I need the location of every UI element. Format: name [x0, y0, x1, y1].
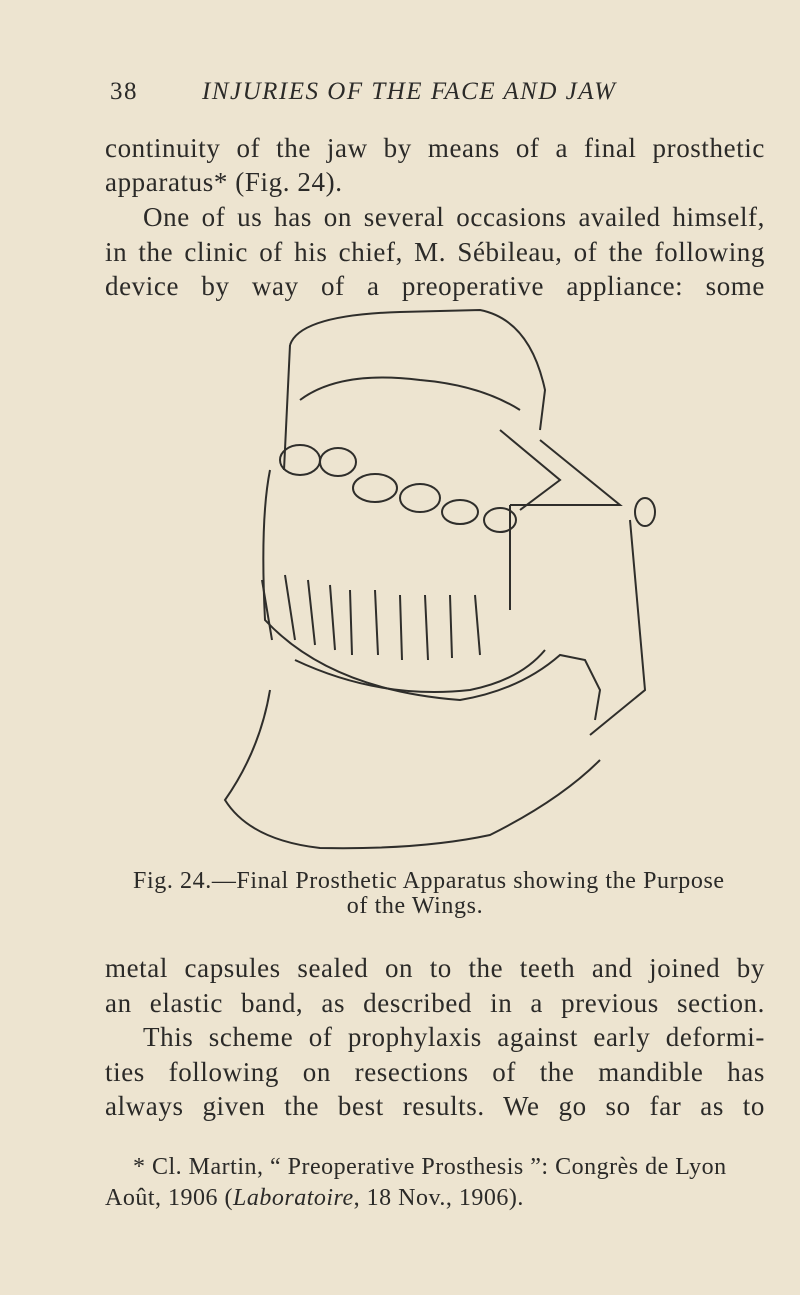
figure-caption: of the Wings. — [346, 893, 484, 919]
teeth — [261, 444, 517, 661]
gum-line — [294, 649, 546, 693]
footnote-line: * Cl. Martin, “ Preoperative Prosthesis … — [133, 1152, 727, 1182]
running-title: INJURIES OF THE FACE AND JAW — [202, 78, 617, 105]
text-line: device by way of a preoperative applianc… — [105, 271, 765, 301]
text-line: metal capsules sealed on to the teeth an… — [105, 953, 765, 983]
upper-plate — [283, 308, 547, 471]
text-line: always given the best results. We go so … — [105, 1091, 765, 1121]
lower-plate — [223, 519, 647, 850]
footnote-text: Août, 1906 ( — [105, 1185, 233, 1211]
text-line: in the clinic of his chief, M. Sébileau,… — [105, 237, 765, 267]
footnote-italic: Laboratoire — [233, 1185, 354, 1211]
text-line: apparatus* (Fig. 24). — [105, 167, 343, 197]
upper-teeth-outline — [262, 469, 602, 721]
text-line: ties following on resections of the mand… — [105, 1057, 765, 1087]
wing — [499, 429, 623, 610]
text-line: This scheme of prophylaxis against early… — [143, 1022, 765, 1052]
figure-caption: Fig. 24.—Final Prosthetic Apparatus show… — [133, 868, 725, 894]
footnote-text: , 18 Nov., 1906). — [353, 1185, 524, 1211]
text-line: continuity of the jaw by means of a fina… — [105, 133, 765, 163]
text-line: One of us has on several occasions avail… — [143, 202, 765, 232]
palate-line — [299, 376, 521, 411]
page-number: 38 — [110, 78, 138, 105]
footnote-line: Août, 1906 (Laboratoire, 18 Nov., 1906). — [105, 1183, 524, 1213]
footnote-text: * Cl. Martin, “ Preoperative Prosthesis … — [133, 1154, 727, 1180]
text-line: an elastic band, as described in a previ… — [105, 988, 765, 1018]
hinge — [634, 497, 656, 527]
